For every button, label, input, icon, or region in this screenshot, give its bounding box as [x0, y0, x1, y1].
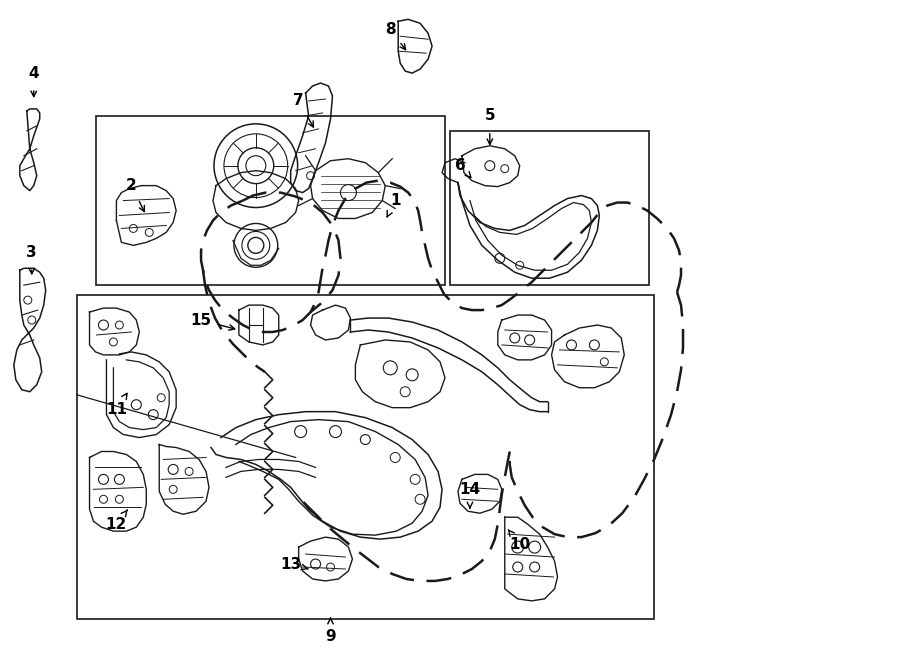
Text: 3: 3	[26, 245, 37, 260]
Text: 15: 15	[191, 313, 211, 328]
Text: 4: 4	[29, 65, 39, 81]
Text: 1: 1	[390, 193, 400, 208]
Text: 14: 14	[459, 482, 481, 497]
Text: 11: 11	[106, 402, 127, 417]
Text: 9: 9	[325, 629, 336, 644]
Text: 8: 8	[385, 22, 396, 37]
Bar	[76, 295, 654, 619]
Text: 10: 10	[509, 537, 530, 551]
Text: 13: 13	[280, 557, 302, 572]
Text: 12: 12	[106, 517, 127, 531]
Text: 5: 5	[484, 108, 495, 124]
Bar	[450, 131, 649, 285]
Text: 7: 7	[293, 93, 304, 108]
Text: 6: 6	[454, 158, 465, 173]
Text: 2: 2	[126, 178, 137, 193]
Bar	[96, 116, 445, 285]
